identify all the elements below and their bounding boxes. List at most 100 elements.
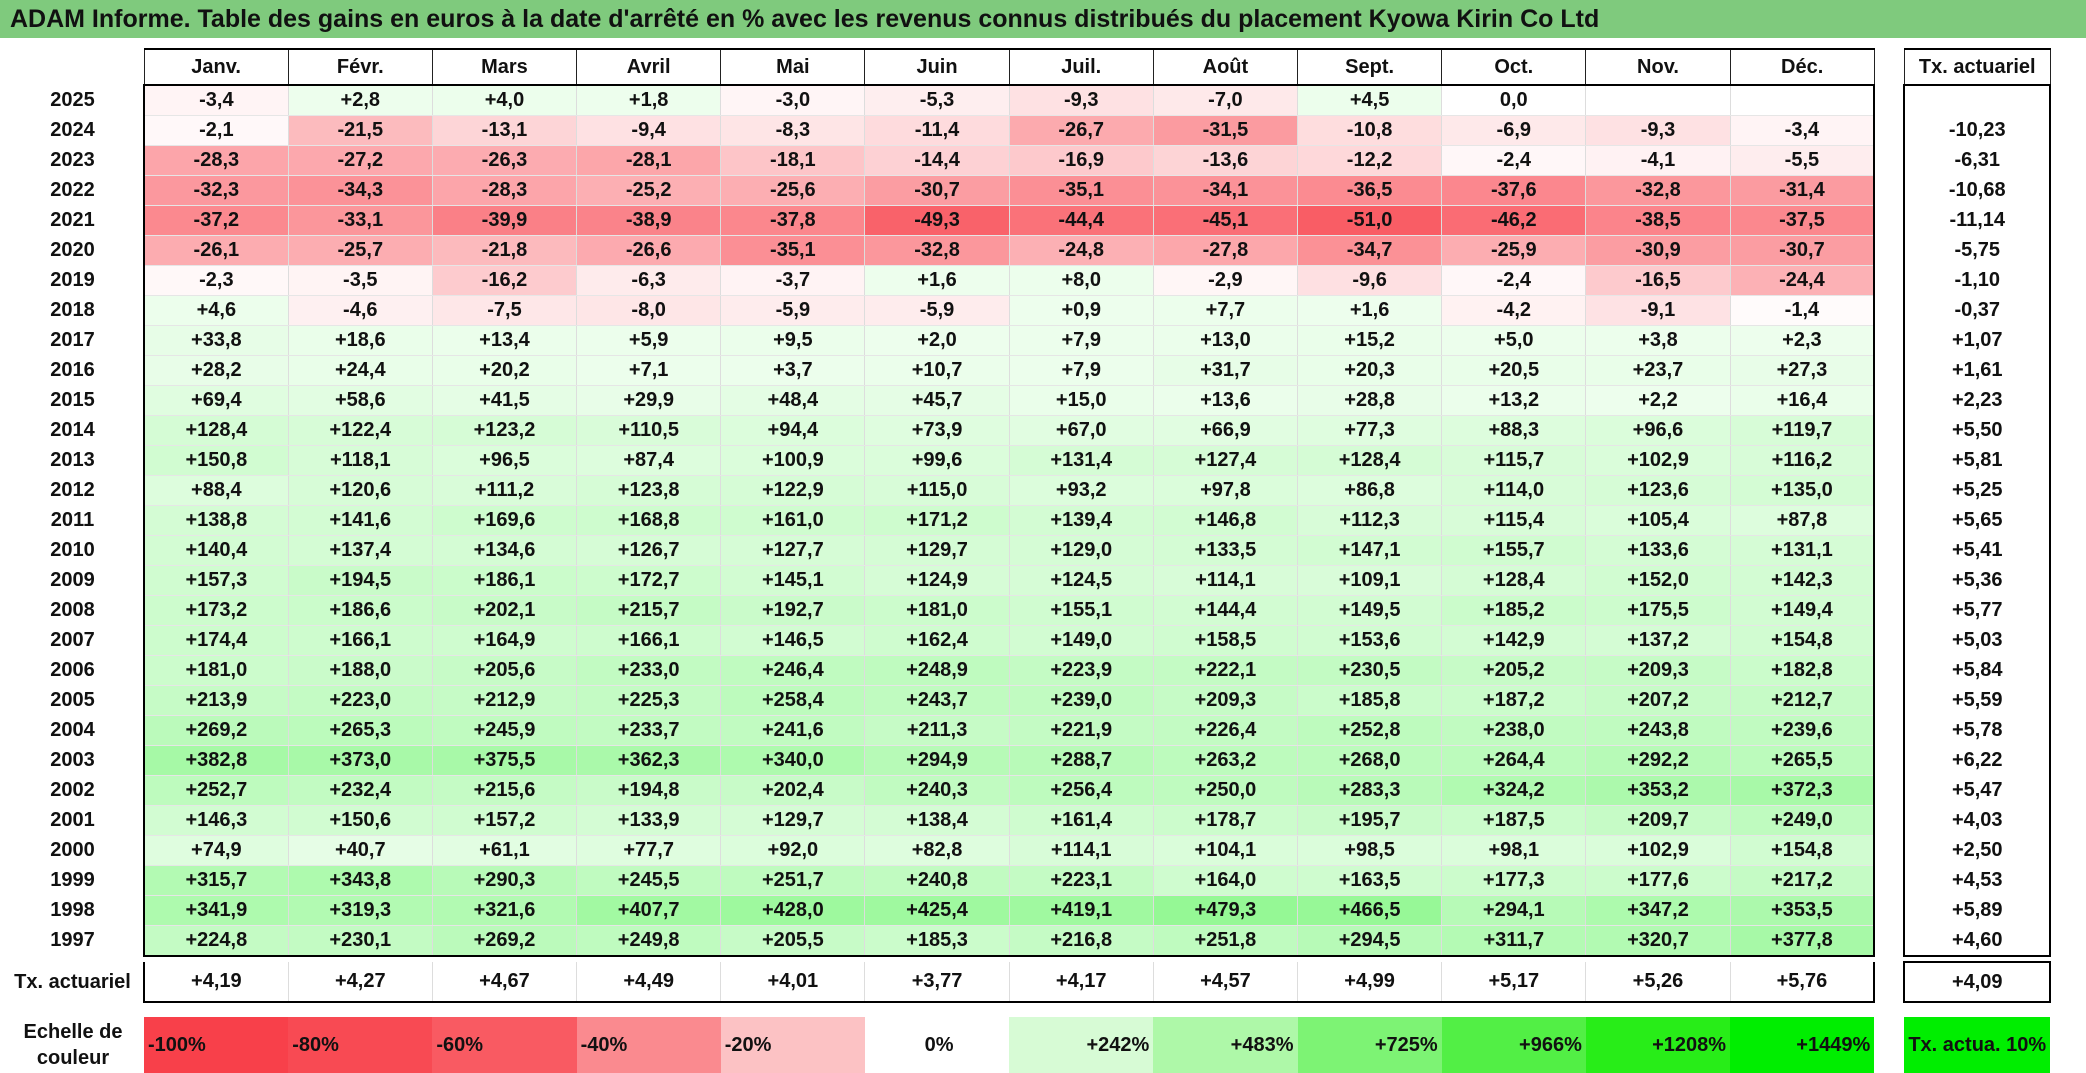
monthly-rate-cell: +5,17 <box>1441 962 1586 1003</box>
year-label: 2024 <box>2 115 145 146</box>
heatmap-cell: +138,8 <box>143 505 289 536</box>
table-row: 2001 +146,3 +150,6 +157,2 +133,9 +129,7 +138,4… <box>2 805 2052 836</box>
heatmap-cell: +163,5 <box>1296 865 1443 896</box>
heatmap-cell: +319,3 <box>287 895 433 926</box>
table-row: 2005 +213,9 +223,0 +212,9 +225,3 +258,4 +243,7… <box>2 685 2052 716</box>
heatmap-cell: +123,8 <box>576 475 722 506</box>
heatmap-cell: -5,9 <box>720 295 866 326</box>
heatmap-cell: -34,3 <box>287 175 433 206</box>
monthly-rate-cell: +3,77 <box>864 962 1010 1003</box>
heatmap-cell: +45,7 <box>864 385 1010 416</box>
annual-rate-cell: +5,84 <box>1903 655 2052 686</box>
column-gap <box>1874 896 1904 926</box>
heatmap-cell: +15,0 <box>1008 385 1154 416</box>
heatmap-cell: +233,7 <box>576 715 722 746</box>
heatmap-cell: -2,3 <box>143 265 289 296</box>
header-corner <box>2 49 144 85</box>
heatmap-cell: -3,5 <box>287 265 433 296</box>
color-scale-swatch: -20% <box>720 1017 865 1073</box>
heatmap-cell: +243,7 <box>864 685 1010 716</box>
monthly-rate-cell: +4,27 <box>287 962 433 1003</box>
heatmap-cell: +13,6 <box>1152 385 1299 416</box>
heatmap-cell: +324,2 <box>1441 775 1587 806</box>
heatmap-cell: +209,3 <box>1152 685 1299 716</box>
heatmap-cell: +268,0 <box>1296 745 1443 776</box>
year-label: 1998 <box>2 895 145 926</box>
heatmap-cell: -2,9 <box>1152 265 1299 296</box>
heatmap-cell: +225,3 <box>576 685 722 716</box>
heatmap-cell: +353,2 <box>1585 775 1731 806</box>
heatmap-cell: -7,0 <box>1152 84 1299 116</box>
heatmap-cell: +114,1 <box>1008 835 1154 866</box>
heatmap-cell: +1,8 <box>576 84 722 116</box>
heatmap-cell: +157,3 <box>143 565 289 596</box>
heatmap-cell: -16,2 <box>431 265 578 296</box>
heatmap-cell: -1,4 <box>1729 295 1876 326</box>
column-gap <box>1874 266 1904 296</box>
year-label: 2019 <box>2 265 145 296</box>
heatmap-cell: +145,1 <box>720 565 866 596</box>
heatmap-cell: +153,6 <box>1296 625 1443 656</box>
heatmap-cell: +243,8 <box>1585 715 1731 746</box>
heatmap-cell: -31,4 <box>1729 175 1876 206</box>
year-label: 2000 <box>2 835 145 866</box>
heatmap-cell: +67,0 <box>1008 415 1154 446</box>
heatmap-cell: +186,6 <box>287 595 433 626</box>
column-gap <box>1874 806 1904 836</box>
heatmap-cell: -28,1 <box>576 145 722 176</box>
column-gap <box>1874 836 1904 866</box>
heatmap-cell: +250,0 <box>1152 775 1299 806</box>
year-label: 2010 <box>2 535 145 566</box>
table-row: 2023 -28,3 -27,2 -26,3 -28,1 -18,1 -14,4 -16,9-… <box>2 145 2052 176</box>
heatmap-cell: +2,2 <box>1585 385 1731 416</box>
heatmap-cell: +18,6 <box>287 325 433 356</box>
heatmap-cell: +246,4 <box>720 655 866 686</box>
column-gap <box>1874 206 1904 236</box>
heatmap-cell: +149,4 <box>1729 595 1876 626</box>
column-gap <box>1874 962 1904 1002</box>
heatmap-cell: +154,8 <box>1729 835 1876 866</box>
heatmap-cell: -9,4 <box>576 115 722 146</box>
heatmap-cell: -3,7 <box>720 265 866 296</box>
heatmap-cell: +173,2 <box>143 595 289 626</box>
heatmap-cell: +154,8 <box>1729 625 1876 656</box>
heatmap-cell: -49,3 <box>864 205 1010 236</box>
year-label: 2011 <box>2 505 145 536</box>
heatmap-cell: -37,2 <box>143 205 289 236</box>
heatmap-cell: +290,3 <box>431 865 578 896</box>
column-gap <box>1874 866 1904 896</box>
color-scale-row: Echelle de couleur -100% -80% -60% -40% -20% 0… <box>2 1017 2051 1073</box>
heatmap-cell: +265,5 <box>1729 745 1876 776</box>
column-gap <box>1874 356 1904 386</box>
heatmap-cell: +7,7 <box>1152 295 1299 326</box>
heatmap-cell: +112,3 <box>1296 505 1443 536</box>
heatmap-cell: +4,5 <box>1296 84 1443 116</box>
heatmap-cell: +131,4 <box>1008 445 1154 476</box>
heatmap-cell: +147,1 <box>1296 535 1443 566</box>
annual-rate-cell: +5,47 <box>1903 775 2052 806</box>
heatmap-cell: -26,3 <box>431 145 578 176</box>
heatmap-cell: +155,7 <box>1441 535 1587 566</box>
heatmap-cell: +216,8 <box>1008 925 1154 957</box>
column-gap <box>1874 746 1904 776</box>
heatmap-cell: +232,4 <box>287 775 433 806</box>
heatmap-cell: -25,6 <box>720 175 866 206</box>
heatmap-cell: +239,0 <box>1008 685 1154 716</box>
heatmap-cell: +123,6 <box>1585 475 1731 506</box>
column-gap <box>1874 446 1904 476</box>
heatmap-cell: +161,4 <box>1008 805 1154 836</box>
heatmap-cell: +7,9 <box>1008 355 1154 386</box>
heatmap-cell: +238,0 <box>1441 715 1587 746</box>
annual-rate-cell: +5,41 <box>1903 535 2052 566</box>
heatmap-cell: +185,3 <box>864 925 1010 957</box>
column-gap <box>1874 596 1904 626</box>
heatmap-cell: +1,6 <box>1296 295 1443 326</box>
heatmap-cell: +155,1 <box>1008 595 1154 626</box>
heatmap-cell: +320,7 <box>1585 925 1731 957</box>
heatmap-cell: -38,9 <box>576 205 722 236</box>
column-gap <box>1874 296 1904 326</box>
heatmap-cell: +20,2 <box>431 355 578 386</box>
year-label: 2001 <box>2 805 145 836</box>
heatmap-cell: +215,6 <box>431 775 578 806</box>
heatmap-cell: +4,6 <box>143 295 289 326</box>
